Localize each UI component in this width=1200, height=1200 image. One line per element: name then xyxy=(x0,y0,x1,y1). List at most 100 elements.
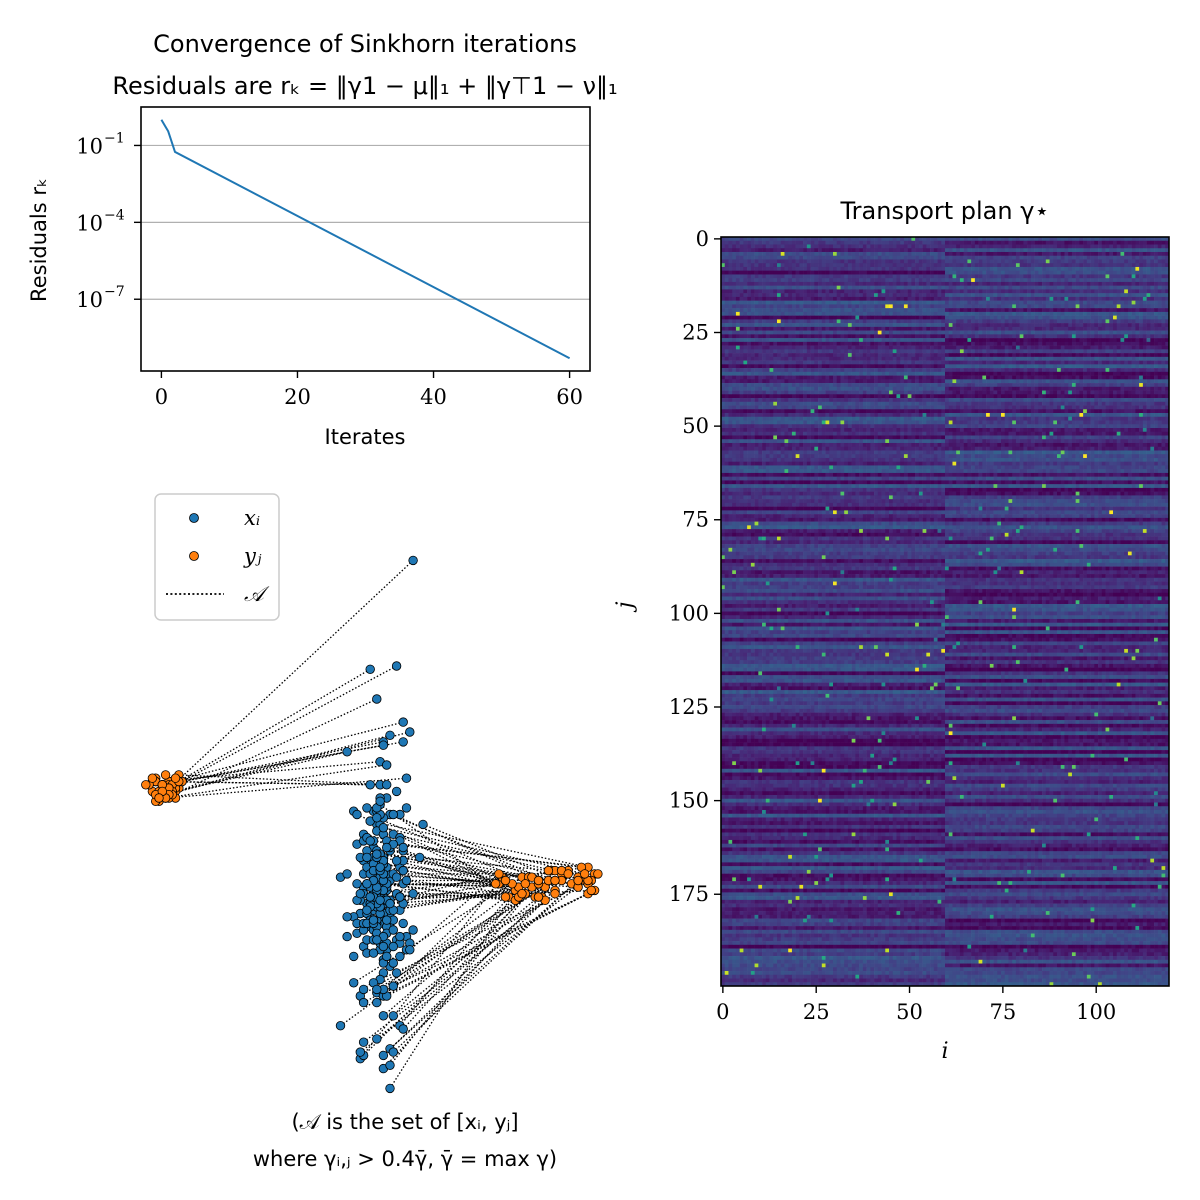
heatmap-cell xyxy=(1042,286,1046,290)
heatmap-cell xyxy=(986,372,990,376)
heatmap-cell xyxy=(941,256,945,260)
heatmap-cell xyxy=(1061,357,1065,361)
heatmap-cell xyxy=(952,293,956,297)
heatmap-cell xyxy=(1016,346,1020,350)
heatmap-cell xyxy=(796,323,800,327)
heatmap-cell xyxy=(1057,304,1061,308)
heatmap-cell xyxy=(1098,252,1102,256)
heatmap-cell xyxy=(829,364,833,368)
heatmap-cell xyxy=(758,282,762,286)
heatmap-cell xyxy=(1117,274,1121,278)
y-point xyxy=(518,889,527,898)
heatmap-cell xyxy=(911,256,915,260)
heatmap-cell xyxy=(1072,368,1076,372)
heatmap-cell xyxy=(855,349,859,353)
heatmap-cell xyxy=(844,316,848,320)
heatmap-cell xyxy=(1001,364,1005,368)
heatmap-cell xyxy=(941,323,945,327)
heatmap-cell xyxy=(1098,372,1102,376)
heatmap-cell xyxy=(848,274,852,278)
heatmap-cell xyxy=(1094,327,1098,331)
heatmap-cell xyxy=(975,282,979,286)
heatmap-cell xyxy=(852,327,856,331)
heatmap-cell xyxy=(960,334,964,338)
heatmap-cell xyxy=(777,256,781,260)
heatmap-cell xyxy=(755,252,759,256)
heatmap-cell xyxy=(829,252,833,256)
heatmap-cell xyxy=(1057,312,1061,316)
heatmap-cell xyxy=(1057,346,1061,350)
heatmap-cell xyxy=(837,301,841,305)
heatmap-cell xyxy=(1005,241,1009,245)
heatmap-cell xyxy=(941,263,945,267)
heatmap-cell xyxy=(1128,368,1132,372)
heatmap-cell xyxy=(911,368,915,372)
heatmap-cell xyxy=(1117,372,1121,376)
heatmap-cell xyxy=(1087,289,1091,293)
heatmap-cell xyxy=(1083,252,1087,256)
heatmap-cell xyxy=(1023,338,1027,342)
heatmap-cell xyxy=(893,297,897,301)
heatmap-cell xyxy=(1094,353,1098,357)
heatmap-cell xyxy=(882,256,886,260)
heatmap-cell xyxy=(1008,327,1012,331)
heatmap-cell xyxy=(1057,368,1061,372)
heatmap-cell xyxy=(1035,259,1039,263)
heatmap-cell xyxy=(852,319,856,323)
heatmap-cell xyxy=(855,308,859,312)
heatmap-cell xyxy=(1079,353,1083,357)
heatmap-cell xyxy=(882,278,886,282)
heatmap-cell xyxy=(896,331,900,335)
heatmap-cell xyxy=(867,331,871,335)
heatmap-cell xyxy=(1057,274,1061,278)
heatmap-cell xyxy=(1147,241,1151,245)
heatmap-cell xyxy=(1023,241,1027,245)
heatmap-cell xyxy=(755,267,759,271)
heatmap-cell xyxy=(952,361,956,365)
heatmap-cell xyxy=(949,357,953,361)
heatmap-cell xyxy=(923,312,927,316)
heatmap-cell xyxy=(1117,304,1121,308)
heatmap-cell xyxy=(934,364,938,368)
heatmap-cell xyxy=(1143,256,1147,260)
heatmap-cell xyxy=(740,297,744,301)
heatmap-cell xyxy=(855,334,859,338)
heatmap-cell xyxy=(1050,372,1054,376)
heatmap-cell xyxy=(1072,349,1076,353)
heatmap-cell xyxy=(893,342,897,346)
heatmap-cell xyxy=(971,304,975,308)
heatmap-cell xyxy=(1150,338,1154,342)
heatmap-cell xyxy=(934,372,938,376)
heatmap-cell xyxy=(1128,312,1132,316)
heatmap-cell xyxy=(1057,259,1061,263)
heatmap-cell xyxy=(885,331,889,335)
heatmap-cell xyxy=(904,244,908,248)
heatmap-cell xyxy=(994,244,998,248)
heatmap-cell xyxy=(938,323,942,327)
heatmap-cell xyxy=(1064,274,1068,278)
heatmap-cell xyxy=(807,282,811,286)
heatmap-cell xyxy=(1087,357,1091,361)
heatmap-cell xyxy=(1012,274,1016,278)
heatmap-cell xyxy=(1057,278,1061,282)
heatmap-cell xyxy=(982,248,986,252)
heatmap-cell xyxy=(1023,252,1027,256)
heatmap-cell xyxy=(1113,316,1117,320)
heatmap-cell xyxy=(732,293,736,297)
heatmap-cell xyxy=(889,338,893,342)
heatmap-cell xyxy=(911,334,915,338)
heatmap-cell xyxy=(1068,301,1072,305)
heatmap-cell xyxy=(908,349,912,353)
heatmap-cell xyxy=(1072,241,1076,245)
heatmap-cell xyxy=(1016,368,1020,372)
heatmap-cell xyxy=(1072,301,1076,305)
heatmap-cell xyxy=(762,342,766,346)
heatmap-cell xyxy=(1139,331,1143,335)
heatmap-cell xyxy=(1061,267,1065,271)
heatmap-cell xyxy=(725,267,729,271)
heatmap-cell xyxy=(1012,312,1016,316)
heatmap-cell xyxy=(874,248,878,252)
heatmap-cell xyxy=(762,241,766,245)
heatmap-cell xyxy=(777,278,781,282)
heatmap-cell xyxy=(1098,289,1102,293)
